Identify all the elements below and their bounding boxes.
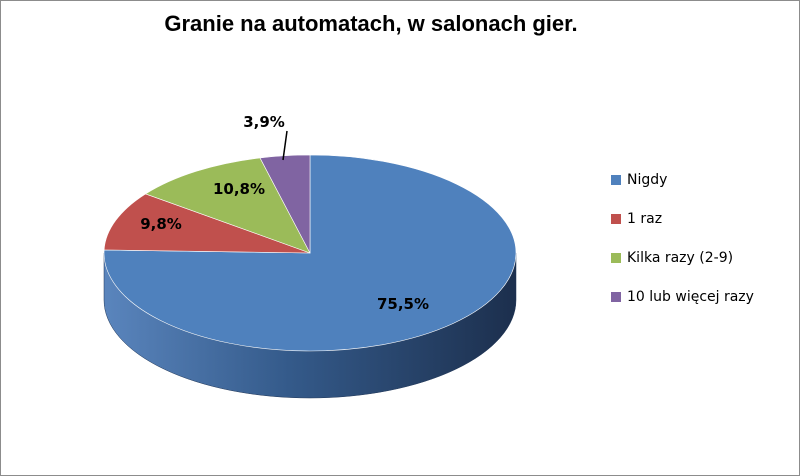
data-label-0: 75,5%	[377, 295, 429, 313]
pie-slice-1	[103, 193, 311, 254]
legend-swatch	[611, 253, 621, 263]
legend-item-kilka-razy: Kilka razy (2-9)	[611, 249, 796, 267]
chart-title: Granie na automatach, w salonach gier.	[164, 11, 578, 36]
legend-label: 10 lub więcej razy	[627, 289, 754, 305]
leader-line	[282, 130, 288, 161]
legend-item-10-lub-wiecej: 10 lub więcej razy	[611, 288, 796, 306]
pie-slice-3	[259, 154, 311, 254]
legend-item-nigdy: Nigdy	[611, 171, 796, 189]
legend-label: Nigdy	[627, 172, 668, 188]
legend-swatch	[611, 175, 621, 185]
data-label-2: 10,8%	[213, 180, 265, 198]
data-label-3: 3,9%	[243, 113, 285, 131]
legend: Nigdy 1 raz Kilka razy (2-9) 10 lub więc…	[611, 171, 796, 327]
legend-swatch	[611, 214, 621, 224]
pie-slice-2	[144, 157, 311, 254]
legend-swatch	[611, 292, 621, 302]
legend-label: Kilka razy (2-9)	[627, 250, 734, 266]
data-label-1: 9,8%	[140, 215, 182, 233]
legend-item-1-raz: 1 raz	[611, 210, 796, 228]
legend-label: 1 raz	[627, 211, 663, 227]
